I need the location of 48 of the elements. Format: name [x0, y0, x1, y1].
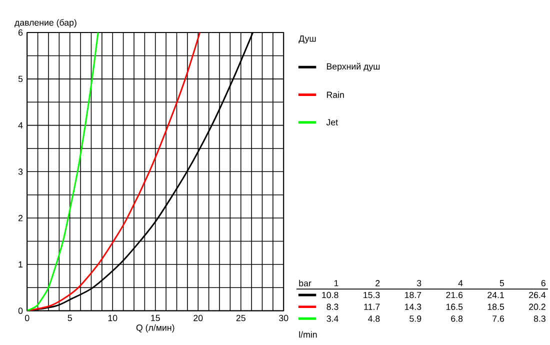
x-tick-label: 5	[68, 314, 72, 321]
text: 11.7	[364, 304, 380, 310]
text: 2	[376, 280, 380, 286]
line-series	[27, 32, 99, 311]
x-tick-label: 30	[279, 314, 288, 322]
text: 3.4	[326, 315, 338, 322]
y-tick-label: 4	[18, 122, 23, 128]
y-tick-label: 6	[18, 29, 23, 36]
x-axis-title: Q (л/мин)	[136, 324, 174, 332]
text: 15.3	[364, 292, 380, 298]
text: 5	[500, 280, 504, 286]
text: 14.3	[405, 304, 422, 310]
text: 6	[541, 280, 546, 286]
text: 6.8	[451, 315, 463, 322]
legend-title: Душ	[298, 35, 316, 44]
y-tick-label: 2	[18, 214, 23, 221]
text: 4	[458, 280, 463, 286]
line-series	[27, 32, 201, 311]
text: 8.3	[326, 304, 338, 310]
y-tick-label: 3	[18, 168, 23, 175]
text: 18.5	[488, 304, 504, 310]
y-axis-title: давление (бар)	[14, 18, 76, 28]
text: 4.8	[368, 315, 380, 322]
text: 20.2	[529, 304, 546, 310]
text: 5.9	[410, 315, 422, 322]
x-tick-label: 15	[151, 314, 160, 321]
text: bar	[299, 280, 312, 286]
text: 16.5	[446, 304, 463, 310]
y-tick-label: 0	[18, 307, 23, 314]
y-tick-label: 5	[18, 76, 23, 82]
legend-label: Верхний душ	[326, 62, 380, 72]
legend-label: Jet	[326, 119, 338, 126]
text: 18.7	[405, 292, 422, 298]
y-tick-label: 1	[18, 261, 23, 268]
text: 24.1	[488, 292, 504, 298]
text: 10.8	[322, 292, 338, 298]
x-tick-label: 20	[194, 314, 203, 322]
x-tick-label: 10	[108, 314, 118, 322]
text: 7.6	[492, 315, 504, 322]
text: 21.6	[446, 292, 463, 298]
x-tick-label: 25	[236, 314, 246, 322]
text: 3	[416, 280, 422, 286]
legend-label: Rain	[326, 91, 344, 98]
text: 8.3	[534, 315, 546, 322]
text: 1	[334, 280, 338, 286]
text: l/min	[299, 331, 317, 338]
text: 26.4	[529, 292, 546, 298]
x-tick-label: 0	[24, 314, 30, 322]
